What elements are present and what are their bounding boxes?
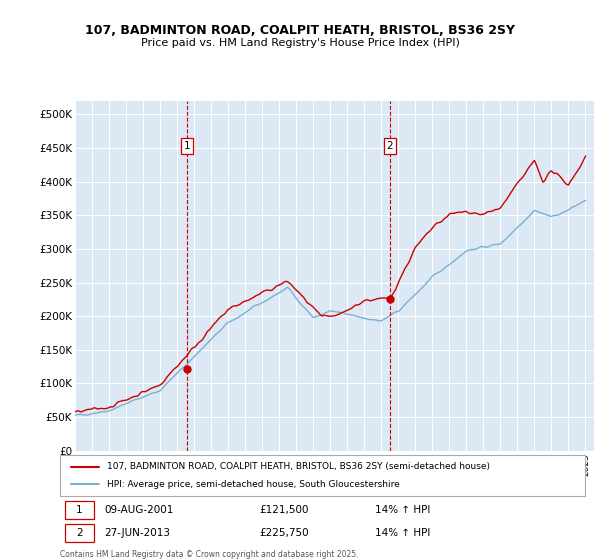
Text: 14% ↑ HPI: 14% ↑ HPI: [375, 528, 430, 538]
Text: 14% ↑ HPI: 14% ↑ HPI: [375, 505, 430, 515]
Text: £225,750: £225,750: [260, 528, 309, 538]
Text: Price paid vs. HM Land Registry's House Price Index (HPI): Price paid vs. HM Land Registry's House …: [140, 38, 460, 48]
Text: HPI: Average price, semi-detached house, South Gloucestershire: HPI: Average price, semi-detached house,…: [107, 480, 400, 489]
Bar: [65, 501, 94, 519]
Text: 27-JUN-2013: 27-JUN-2013: [104, 528, 170, 538]
Text: 1: 1: [184, 141, 191, 151]
Bar: [65, 524, 94, 542]
Text: £121,500: £121,500: [260, 505, 309, 515]
Text: Contains HM Land Registry data © Crown copyright and database right 2025.
This d: Contains HM Land Registry data © Crown c…: [60, 550, 359, 560]
Text: 1: 1: [76, 505, 83, 515]
Text: 09-AUG-2001: 09-AUG-2001: [104, 505, 174, 515]
Text: 107, BADMINTON ROAD, COALPIT HEATH, BRISTOL, BS36 2SY (semi-detached house): 107, BADMINTON ROAD, COALPIT HEATH, BRIS…: [107, 462, 490, 471]
Text: 2: 2: [76, 528, 83, 538]
Text: 107, BADMINTON ROAD, COALPIT HEATH, BRISTOL, BS36 2SY: 107, BADMINTON ROAD, COALPIT HEATH, BRIS…: [85, 24, 515, 36]
Text: 2: 2: [386, 141, 393, 151]
